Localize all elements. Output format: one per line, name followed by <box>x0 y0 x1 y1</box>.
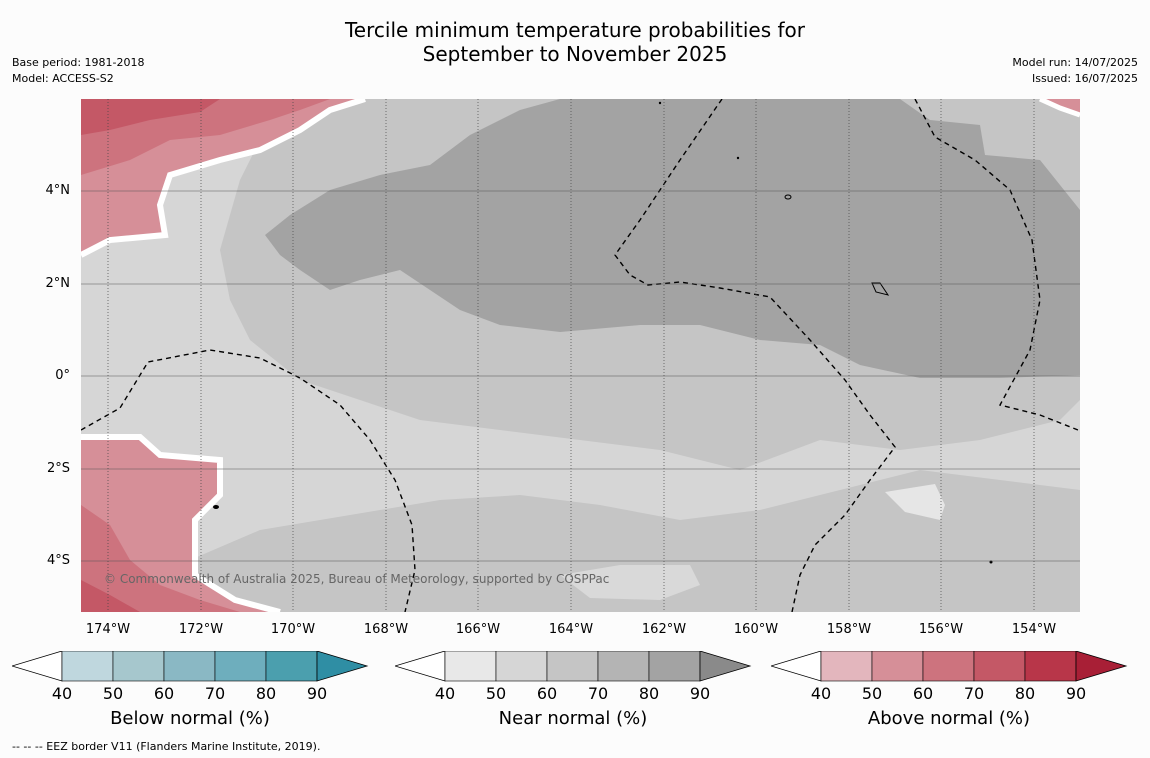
base-period: Base period: 1981-2018 <box>12 56 145 69</box>
above-normal-swatch-2 <box>922 651 975 682</box>
near-normal-tick-90: 90 <box>689 684 711 703</box>
map-area <box>81 99 1080 612</box>
below-normal-swatch-3 <box>214 651 267 682</box>
near-normal-tick-60: 60 <box>536 684 558 703</box>
near-normal-label: Near normal (%) <box>498 708 648 729</box>
above-normal-over-triangle <box>1075 651 1128 682</box>
near-normal-tick-50: 50 <box>485 684 507 703</box>
copyright-notice: © Commonwealth of Australia 2025, Bureau… <box>104 572 610 586</box>
above-normal-tick-50: 50 <box>861 684 883 703</box>
lat-label-4s: 4°S <box>46 553 70 568</box>
model-run: Model run: 14/07/2025 <box>1012 56 1138 69</box>
near-normal-swatch-2 <box>546 651 599 682</box>
below-normal-swatch-1 <box>112 651 165 682</box>
island-2 <box>871 282 890 296</box>
meta-right: Model run: 14/07/2025 Issued: 16/07/2025 <box>1012 55 1138 87</box>
above-normal-tick-80: 80 <box>1014 684 1036 703</box>
island-4 <box>736 156 740 160</box>
below-normal-tick-50: 50 <box>102 684 124 703</box>
below-normal-tick-70: 70 <box>204 684 226 703</box>
below-normal-swatch-0 <box>61 651 114 682</box>
below-normal-swatch-2 <box>163 651 216 682</box>
map-title: Tercile minimum temperature probabilitie… <box>0 18 1150 66</box>
lon-label-172w: 172°W <box>178 622 224 637</box>
island-5 <box>658 101 662 105</box>
above-normal-swatch-4 <box>1024 651 1077 682</box>
latitude-gridlines <box>81 190 1080 562</box>
lon-label-164w: 164°W <box>548 622 594 637</box>
near-normal-colorbar: 40 50 60 70 80 90 <box>395 651 755 711</box>
below-normal-colorbar: 40 50 60 70 80 90 <box>12 651 372 711</box>
lat-label-0: 0° <box>55 368 70 383</box>
below-normal-tick-80: 80 <box>255 684 277 703</box>
lon-label-174w: 174°W <box>85 622 131 637</box>
near-normal-over-triangle <box>699 651 752 682</box>
lon-label-170w: 170°W <box>270 622 316 637</box>
above-normal-label: Above normal (%) <box>867 708 1031 729</box>
below-normal-under-triangle <box>12 651 63 682</box>
near-normal-tick-70: 70 <box>587 684 609 703</box>
near-normal-tick-80: 80 <box>638 684 660 703</box>
lat-label-2n: 2°N <box>45 276 71 291</box>
contour-boundary-sw <box>81 434 281 612</box>
above-normal-swatch-0 <box>820 651 873 682</box>
lon-label-162w: 162°W <box>641 622 687 637</box>
meta-left: Base period: 1981-2018 Model: ACCESS-S2 <box>12 55 144 87</box>
lat-label-4n: 4°N <box>45 183 71 198</box>
near-normal-tick-40: 40 <box>434 684 456 703</box>
lon-label-158w: 158°W <box>826 622 872 637</box>
title-line-1: Tercile minimum temperature probabilitie… <box>344 18 806 42</box>
near-normal-under-triangle <box>395 651 446 682</box>
above-normal-swatch-3 <box>973 651 1026 682</box>
island-1 <box>784 194 792 200</box>
contour-boundary-ne <box>1038 99 1080 118</box>
eez-border-2 <box>614 99 896 612</box>
model-name: Model: ACCESS-S2 <box>12 72 114 85</box>
near-normal-50-patch <box>560 565 700 600</box>
eez-border-1 <box>81 349 416 612</box>
near-normal-swatch-4 <box>648 651 701 682</box>
above-normal-tick-70: 70 <box>963 684 985 703</box>
lat-label-2s: 2°S <box>46 461 70 476</box>
lon-label-154w: 154°W <box>1011 622 1057 637</box>
above-normal-sw-60 <box>81 505 240 612</box>
below-normal-label: Below normal (%) <box>110 708 270 729</box>
island-3 <box>213 505 219 509</box>
above-normal-sw-70 <box>81 580 140 612</box>
near-normal-40-patch <box>885 484 945 520</box>
issued-date: Issued: 16/07/2025 <box>1031 72 1138 85</box>
below-normal-tick-40: 40 <box>51 684 73 703</box>
above-normal-tick-40: 40 <box>810 684 832 703</box>
lon-label-166w: 166°W <box>455 622 501 637</box>
near-normal-60-south-region <box>190 470 1080 612</box>
below-normal-over-triangle <box>316 651 369 682</box>
above-normal-swatch-1 <box>871 651 924 682</box>
lon-label-156w: 156°W <box>918 622 964 637</box>
lon-label-168w: 168°W <box>363 622 409 637</box>
below-normal-tick-90: 90 <box>306 684 328 703</box>
above-normal-under-triangle <box>771 651 822 682</box>
near-normal-70-region <box>265 99 1080 378</box>
above-normal-nw-70 <box>81 99 220 135</box>
above-normal-tick-90: 90 <box>1065 684 1087 703</box>
near-normal-swatch-3 <box>597 651 650 682</box>
above-normal-tick-60: 60 <box>912 684 934 703</box>
below-normal-tick-60: 60 <box>153 684 175 703</box>
title-line-2: September to November 2025 <box>422 42 728 66</box>
near-normal-swatch-1 <box>495 651 548 682</box>
lon-label-160w: 160°W <box>733 622 779 637</box>
eez-border-3 <box>914 99 1079 431</box>
contour-boundary-nw <box>81 99 366 258</box>
eez-footnote: -- -- -- EEZ border V11 (Flanders Marine… <box>12 740 321 753</box>
near-normal-swatch-0 <box>444 651 497 682</box>
above-normal-colorbar: 40 50 60 70 80 90 <box>771 651 1131 711</box>
below-normal-swatch-4 <box>265 651 318 682</box>
